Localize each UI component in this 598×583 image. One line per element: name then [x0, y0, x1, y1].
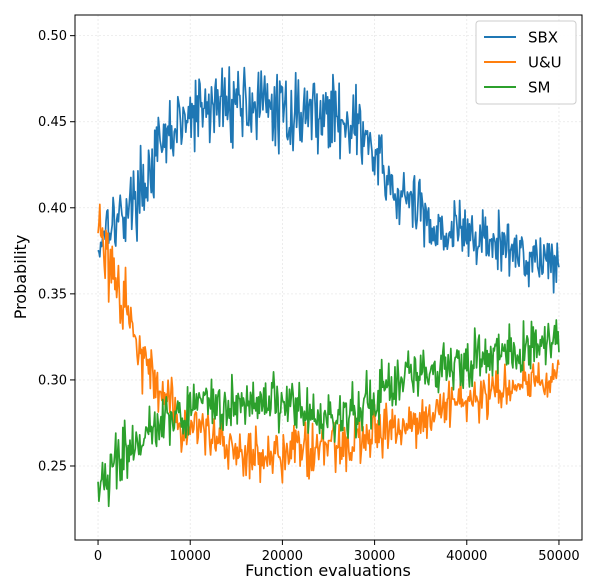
legend-box — [475, 20, 577, 105]
y-tick-label: 0.35 — [38, 287, 67, 302]
x-axis: 0 10000 20000 30000 40000 50000 — [94, 540, 580, 564]
series-line-u-u — [97, 203, 560, 484]
y-tick-label: 0.50 — [38, 29, 67, 44]
y-axis-title: Probability — [11, 235, 30, 320]
legend-label: SM — [528, 79, 550, 97]
series-line-sm — [97, 319, 560, 508]
legend: SBX U&U SM — [475, 20, 577, 105]
x-tick-label: 30000 — [354, 549, 395, 564]
series-layer — [97, 66, 560, 508]
y-tick-label: 0.25 — [38, 459, 67, 474]
y-axis: 0.25 0.30 0.35 0.40 0.45 0.50 — [38, 29, 75, 474]
y-tick-label: 0.30 — [38, 373, 67, 388]
x-tick-label: 40000 — [446, 549, 487, 564]
y-tick-label: 0.40 — [38, 201, 67, 216]
x-tick-label: 10000 — [170, 549, 211, 564]
x-tick-label: 50000 — [538, 549, 579, 564]
legend-label: U&U — [528, 54, 562, 72]
series-line-sbx — [97, 66, 560, 294]
plot-frame — [74, 14, 583, 541]
y-tick-label: 0.45 — [38, 115, 67, 130]
x-tick-label: 20000 — [262, 549, 303, 564]
legend-label: SBX — [528, 29, 558, 47]
x-tick-label: 0 — [94, 549, 102, 564]
x-axis-title: Function evaluations — [245, 561, 411, 580]
